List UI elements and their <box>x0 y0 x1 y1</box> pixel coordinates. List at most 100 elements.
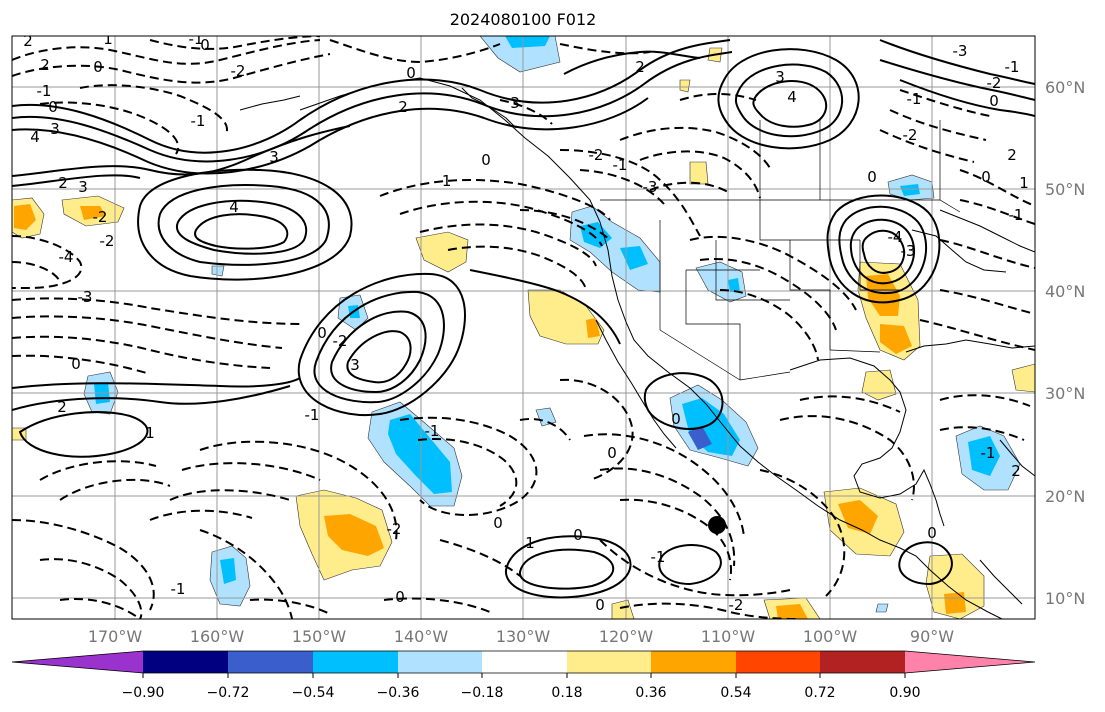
colorbar-segment <box>567 651 651 673</box>
contour-label: 3 <box>269 148 279 166</box>
colorbar-tick-label: 0.18 <box>551 685 582 701</box>
lon-label: 170°W <box>88 627 143 646</box>
contour-label: 2 <box>58 174 68 192</box>
colorbar-extend-low <box>12 651 143 673</box>
contour-label: 1 <box>145 424 155 442</box>
contour-label: 2 <box>23 32 33 50</box>
contour-label: -4 <box>59 248 74 266</box>
contour-label: -1 <box>37 82 52 100</box>
contour-label: -1 <box>437 172 452 190</box>
contour-label: 0 <box>48 98 58 116</box>
contour-label: -1 <box>191 112 206 130</box>
graticule <box>12 36 1035 619</box>
contour-label: -2 <box>387 520 402 538</box>
contour-label: 1 <box>525 534 535 552</box>
lon-label: 150°W <box>292 627 347 646</box>
contour-label: 0 <box>481 151 491 169</box>
lon-label: 120°W <box>599 627 654 646</box>
location-marker <box>708 516 726 534</box>
contour-label: -1 <box>981 444 996 462</box>
contour-label: 0 <box>607 444 617 462</box>
contour-label: 2 <box>57 398 67 416</box>
colorbar-segment <box>143 651 228 673</box>
longitude-labels: 170°W 160°W 150°W 140°W 130°W 120°W 110°… <box>88 627 954 646</box>
colorbar-tick-label: −0.72 <box>207 685 250 701</box>
colorbar-segment <box>651 651 736 673</box>
contour-label: -1 <box>189 30 204 48</box>
contour-label: -1 <box>651 548 666 566</box>
contour-label: -3 <box>643 178 658 196</box>
colorbar-segment <box>313 651 398 673</box>
map-title: 2024080100 F012 <box>450 10 597 29</box>
lon-label: 160°W <box>190 627 245 646</box>
contour-label: 0 <box>317 324 327 342</box>
colorbar-segment <box>820 651 905 673</box>
contour-label: 2 <box>635 58 645 76</box>
contour-label: 3 <box>78 178 88 196</box>
contour-label: -3 <box>901 242 916 260</box>
colorbar-segment <box>482 651 567 673</box>
colorbar-tick-label: 0.54 <box>720 685 751 701</box>
contour-label: -3 <box>953 42 968 60</box>
contour-label: 0 <box>573 526 583 544</box>
lon-label: 100°W <box>803 627 858 646</box>
contour-label: -2 <box>333 332 348 350</box>
contour-label: 0 <box>200 36 210 54</box>
lat-label: 30°N <box>1045 384 1085 403</box>
colorbar-segment <box>228 651 313 673</box>
contour-label: 1 <box>1019 174 1029 192</box>
contour-label: -1 <box>1005 58 1020 76</box>
contour-label: -2 <box>93 208 108 226</box>
contour-label: 0 <box>93 58 103 76</box>
colorbar-extend-high <box>905 651 1035 673</box>
colorbar-tick-label: −0.90 <box>122 685 165 701</box>
contour-label: 0 <box>989 92 999 110</box>
contour-label: -1 <box>613 156 628 174</box>
contour-label: 3 <box>350 356 360 374</box>
contour-label: -2 <box>589 146 604 164</box>
contour-label: -2 <box>903 126 918 144</box>
colorbar-tick-label: 0.36 <box>635 685 666 701</box>
contour-label: -2 <box>987 74 1002 92</box>
strong-negative-cores <box>688 426 712 450</box>
contour-label: -2 <box>231 62 246 80</box>
map-panel: 2 0 -1 0 2 -2 -1 0 1 4 3 2 3 -2 -4 0 -3 … <box>11 30 1036 620</box>
colorbar-tick-label: −0.36 <box>377 685 420 701</box>
lon-label: 130°W <box>496 627 551 646</box>
solid-contours <box>12 39 1035 599</box>
lat-label: 60°N <box>1045 78 1085 97</box>
contour-label: -1 <box>907 90 922 108</box>
contour-label: -1 <box>305 406 320 424</box>
lat-label: 10°N <box>1045 589 1085 608</box>
contour-label: -4 <box>888 228 903 246</box>
contour-label: 1 <box>103 30 113 48</box>
contour-label: 2 <box>40 56 50 74</box>
coastlines <box>239 77 1035 619</box>
contour-labels: 2 0 -1 0 2 -2 -1 0 1 4 3 2 3 -2 -4 0 -3 … <box>23 30 1029 614</box>
colorbar-tick-label: −0.18 <box>461 685 504 701</box>
contour-label: -2 <box>100 232 115 250</box>
colorbar-segment <box>398 651 482 673</box>
map-frame <box>11 35 1036 620</box>
contour-label: 2 <box>398 98 408 116</box>
colorbar-segment <box>736 651 820 673</box>
lon-label: 110°W <box>701 627 756 646</box>
contour-label: 0 <box>671 410 681 428</box>
latitude-labels: 60°N 50°N 40°N 30°N 20°N 10°N <box>1045 78 1085 608</box>
contour-label: 0 <box>981 168 991 186</box>
contour-label: 0 <box>395 588 405 606</box>
contour-label: 0 <box>867 168 877 186</box>
contour-label: 0 <box>493 514 503 532</box>
colorbar: −0.90 −0.72 −0.54 −0.36 −0.18 0.18 0.36 … <box>11 650 1036 701</box>
positive-patches <box>12 47 1035 619</box>
contour-label: 3 <box>50 120 60 138</box>
colorbar-tick-label: −0.54 <box>292 685 335 701</box>
contour-label: 3 <box>510 94 520 112</box>
positive-cores <box>14 204 966 619</box>
contour-label: 4 <box>30 128 40 146</box>
contour-label: 2 <box>1011 462 1021 480</box>
lat-label: 20°N <box>1045 487 1085 506</box>
lat-label: 50°N <box>1045 180 1085 199</box>
contour-label: 0 <box>595 596 605 614</box>
